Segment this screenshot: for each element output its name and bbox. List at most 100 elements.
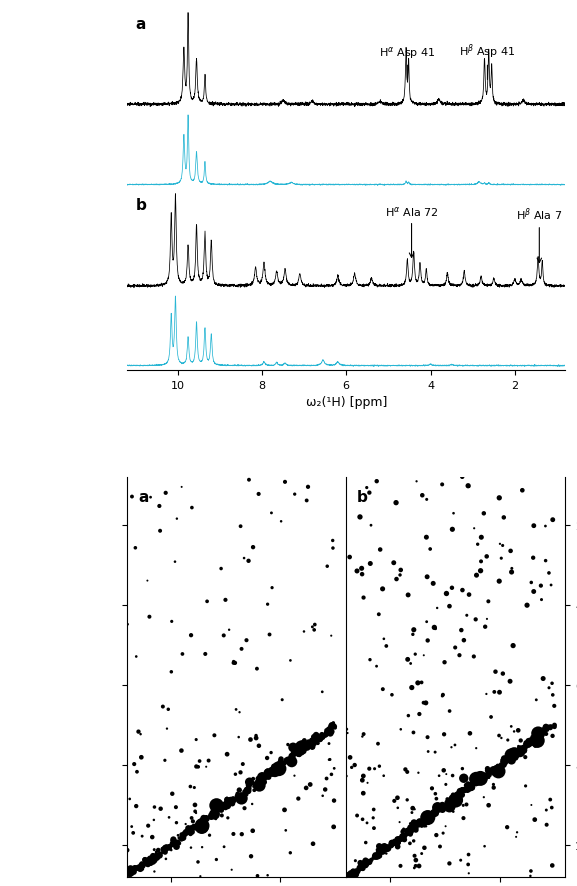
Point <box>310 733 319 747</box>
Point <box>519 743 529 758</box>
Point <box>162 722 171 736</box>
Point <box>243 784 253 798</box>
Point <box>387 838 396 852</box>
Point <box>457 624 466 638</box>
Point <box>401 763 410 777</box>
Text: b: b <box>357 489 368 504</box>
Text: a: a <box>136 17 146 32</box>
Point <box>537 593 546 607</box>
Point <box>123 618 132 632</box>
Point <box>391 496 400 510</box>
Point <box>471 612 480 626</box>
Point <box>276 759 285 773</box>
Point <box>325 724 335 738</box>
Point <box>264 768 273 782</box>
Point <box>181 817 190 831</box>
Point <box>380 841 389 855</box>
Point <box>526 736 535 750</box>
Point <box>127 867 136 882</box>
Point <box>422 493 432 507</box>
Point <box>195 754 204 768</box>
Point <box>173 512 182 526</box>
Point <box>529 733 538 747</box>
Point <box>356 859 365 874</box>
Point <box>132 649 141 664</box>
Point <box>395 568 404 582</box>
Point <box>409 820 418 835</box>
Point <box>388 835 397 850</box>
Point <box>396 859 405 873</box>
Point <box>451 793 460 807</box>
Point <box>424 813 433 828</box>
Point <box>265 627 274 641</box>
Point <box>431 622 440 636</box>
Point <box>280 803 289 817</box>
Point <box>222 796 231 810</box>
Point <box>434 801 443 815</box>
Point <box>288 750 297 765</box>
Point <box>189 820 198 834</box>
Point <box>370 849 379 863</box>
Point <box>274 758 283 773</box>
Point <box>290 487 299 501</box>
Point <box>134 861 143 875</box>
Point <box>496 757 505 771</box>
Point <box>430 745 440 759</box>
Point <box>458 788 467 802</box>
Point <box>411 853 421 867</box>
Point <box>235 783 244 797</box>
Point <box>387 838 396 852</box>
Point <box>130 865 140 879</box>
Point <box>283 738 293 752</box>
Point <box>359 786 368 800</box>
Point <box>403 588 413 602</box>
Point <box>298 740 308 754</box>
Point <box>524 738 534 752</box>
Point <box>281 823 290 837</box>
Point <box>381 843 391 857</box>
Point <box>476 772 485 786</box>
Point <box>299 625 309 639</box>
Point <box>215 803 224 817</box>
Point <box>393 840 402 854</box>
Point <box>343 868 353 882</box>
Point <box>514 723 523 737</box>
Point <box>464 480 474 494</box>
Point <box>460 782 470 797</box>
Point <box>497 755 507 769</box>
Point <box>543 723 552 737</box>
Point <box>503 752 512 766</box>
Point <box>219 628 228 642</box>
Point <box>196 815 205 829</box>
Point <box>197 817 206 831</box>
Point <box>254 739 264 753</box>
Point <box>414 817 424 831</box>
Point <box>165 838 174 852</box>
Point <box>328 719 338 733</box>
Point <box>187 811 196 825</box>
Point <box>459 798 468 812</box>
Point <box>137 750 146 765</box>
Point <box>458 583 467 597</box>
Point <box>409 627 418 641</box>
Point <box>223 747 232 761</box>
Point <box>128 490 137 504</box>
Point <box>273 758 283 772</box>
Point <box>323 559 332 573</box>
Point <box>317 728 327 742</box>
Point <box>537 728 546 742</box>
Point <box>440 727 449 742</box>
Point <box>378 844 387 859</box>
Point <box>167 834 177 848</box>
Point <box>463 776 473 790</box>
Point <box>484 798 493 812</box>
Point <box>183 824 193 838</box>
Point <box>170 555 179 569</box>
Point <box>534 727 543 741</box>
Point <box>502 754 511 768</box>
Point <box>237 828 246 842</box>
Point <box>226 797 235 811</box>
Point <box>488 764 497 778</box>
Point <box>225 794 234 808</box>
Point <box>411 859 420 873</box>
